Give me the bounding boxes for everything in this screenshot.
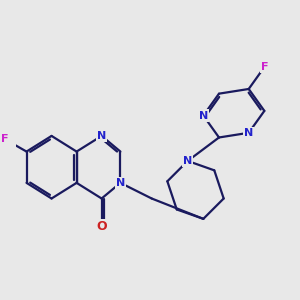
Text: N: N <box>199 111 208 121</box>
Text: N: N <box>97 131 106 141</box>
Text: F: F <box>1 134 8 144</box>
Text: N: N <box>116 178 125 188</box>
Text: N: N <box>244 128 253 138</box>
Text: F: F <box>261 62 268 72</box>
Text: N: N <box>183 156 192 166</box>
Text: O: O <box>96 220 107 233</box>
